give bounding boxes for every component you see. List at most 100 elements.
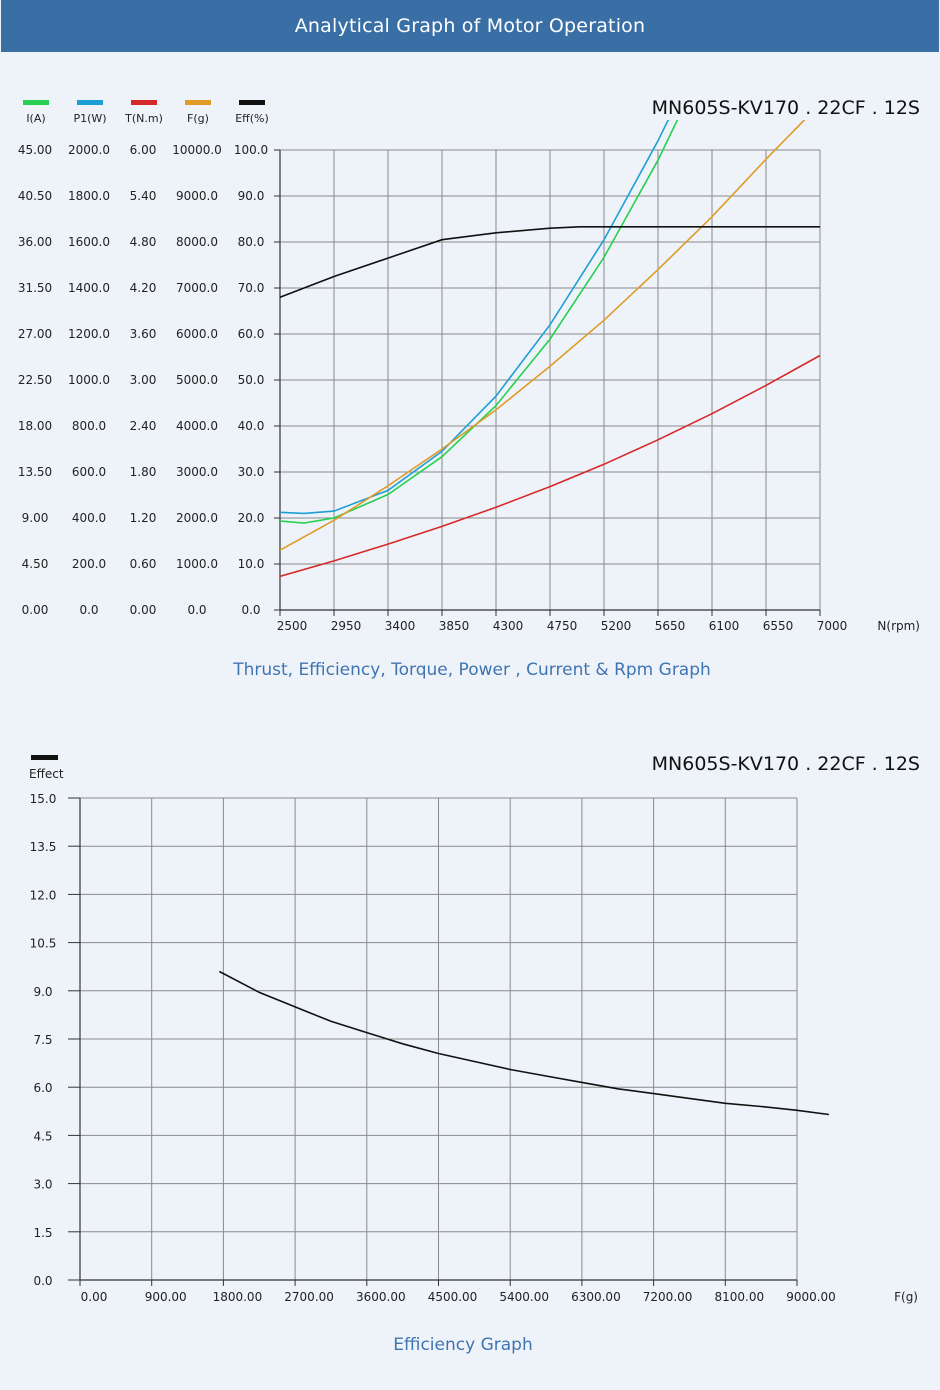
x-tick-label: 4300 (493, 619, 524, 633)
y-tick-label: 13.5 (30, 840, 57, 854)
x-tick-label: 7200.00 (643, 1290, 693, 1304)
y-tick-label: 31.50 (18, 281, 52, 295)
y-tick-label: 10000.0 (172, 143, 222, 157)
legend-label-0: I(A) (26, 112, 45, 125)
y-tick-label: 0.0 (241, 603, 260, 617)
x-tick-label: 3600.00 (356, 1290, 406, 1304)
y-tick-label: 90.0 (238, 189, 265, 203)
y-tick-label: 45.00 (18, 143, 52, 157)
y-tick-label: 3000.0 (176, 465, 218, 479)
x-tick-label: 6300.00 (571, 1290, 621, 1304)
x-axis-label: N(rpm) (877, 619, 920, 633)
y-tick-label: 10.5 (30, 937, 57, 951)
y-tick-label: 9.00 (22, 511, 49, 525)
y-tick-label: 5000.0 (176, 373, 218, 387)
efficiency-chart: MN605S-KV170 . 22CF . 12S Effect 0.0 1.5 3.0… (1, 730, 939, 1380)
x-tick-label: 9000.00 (786, 1290, 836, 1304)
x-axis-label: F(g) (894, 1290, 918, 1304)
y-tick-label: 4.80 (130, 235, 157, 249)
y-tick-label: 0.0 (187, 603, 206, 617)
x-tick-label: 4500.00 (428, 1290, 478, 1304)
y-tick-label: 5.40 (130, 189, 157, 203)
y-tick-label: 1400.0 (68, 281, 110, 295)
y-tick-label: 4.5 (33, 1129, 52, 1143)
y-tick-label: 6000.0 (176, 327, 218, 341)
y-tick-label: 2000.0 (176, 511, 218, 525)
y-tick-label: 20.0 (238, 511, 265, 525)
x-tick-label: 5650 (655, 619, 686, 633)
y-tick-label: 4.20 (130, 281, 157, 295)
y-tick-label: 0.0 (79, 603, 98, 617)
x-tick-label: 3850 (439, 619, 470, 633)
legend-label-2: T(N.m) (124, 112, 163, 125)
y-tick-label: 6.00 (130, 143, 157, 157)
y-tick-label: 1200.0 (68, 327, 110, 341)
y-tick-label: 9000.0 (176, 189, 218, 203)
legend-swatch-effect (31, 755, 58, 760)
x-tick-label: 3400 (385, 619, 416, 633)
x-tick-label: 2950 (331, 619, 362, 633)
y-tick-label: 0.60 (130, 557, 157, 571)
series-line-current (280, 120, 679, 524)
y-tick-label: 50.0 (238, 373, 265, 387)
chart-caption: Thrust, Efficiency, Torque, Power , Curr… (232, 660, 711, 680)
chart-model-title: MN605S-KV170 . 22CF . 12S (652, 753, 920, 775)
y-tick-label: 80.0 (238, 235, 265, 249)
x-tick-label: 4750 (547, 619, 578, 633)
series-line-thrust (280, 120, 806, 551)
x-tick-label: 2500 (277, 619, 308, 633)
y-tick-label: 60.0 (238, 327, 265, 341)
y-tick-label: 1600.0 (68, 235, 110, 249)
x-tick-label: 900.00 (145, 1290, 187, 1304)
legend-swatch-3 (185, 100, 211, 105)
legend-label-1: P1(W) (73, 112, 106, 125)
x-tick-label: 6550 (763, 619, 794, 633)
x-tick-label: 0.00 (81, 1290, 108, 1304)
series-line-efficiency (280, 226, 820, 298)
y-tick-label: 4000.0 (176, 419, 218, 433)
y-tick-label: 3.00 (130, 373, 157, 387)
y-tick-label: 36.00 (18, 235, 52, 249)
legend-swatch-2 (131, 100, 157, 105)
legend-label-3: F(g) (187, 112, 209, 125)
y-tick-label: 800.0 (72, 419, 106, 433)
y-tick-label: 6.0 (33, 1081, 52, 1095)
y-tick-label: 27.00 (18, 327, 52, 341)
x-tick-label: 5400.00 (499, 1290, 549, 1304)
y-tick-label: 13.50 (18, 465, 52, 479)
y-tick-label: 12.0 (30, 888, 57, 902)
legend-label-4: Eff(%) (235, 112, 269, 125)
y-tick-label: 3.60 (130, 327, 157, 341)
y-tick-label: 1.80 (130, 465, 157, 479)
y-tick-label: 7.5 (33, 1033, 52, 1047)
performance-chart: MN605S-KV170 . 22CF . 12S I(A) 0.00 4.50 9.0… (1, 60, 939, 700)
y-tick-label: 400.0 (72, 511, 106, 525)
y-tick-label: 100.0 (234, 143, 268, 157)
y-tick-label: 1000.0 (68, 373, 110, 387)
y-tick-label: 22.50 (18, 373, 52, 387)
y-tick-label: 18.00 (18, 419, 52, 433)
chart-background (1, 730, 939, 1380)
y-tick-label: 200.0 (72, 557, 106, 571)
y-tick-label: 40.0 (238, 419, 265, 433)
y-tick-label: 600.0 (72, 465, 106, 479)
y-tick-label: 0.0 (33, 1274, 52, 1288)
series-line-torque (280, 354, 821, 578)
y-tick-label: 7000.0 (176, 281, 218, 295)
y-tick-label: 1.20 (130, 511, 157, 525)
x-tick-label: 1800.00 (213, 1290, 263, 1304)
legend-swatch-4 (239, 100, 265, 105)
y-tick-label: 4.50 (22, 557, 49, 571)
x-tick-label: 6100 (709, 619, 740, 633)
y-tick-label: 3.0 (33, 1178, 52, 1192)
x-tick-label: 2700.00 (284, 1290, 334, 1304)
y-tick-label: 1.5 (33, 1226, 52, 1240)
y-tick-label: 9.0 (33, 985, 52, 999)
series-line-effect (219, 970, 830, 1116)
y-tick-label: 1000.0 (176, 557, 218, 571)
y-tick-label: 2.40 (130, 419, 157, 433)
y-tick-label: 2000.0 (68, 143, 110, 157)
legend-label-effect: Effect (29, 767, 64, 781)
legend-swatch-1 (77, 100, 103, 105)
series-line-power (280, 120, 670, 515)
